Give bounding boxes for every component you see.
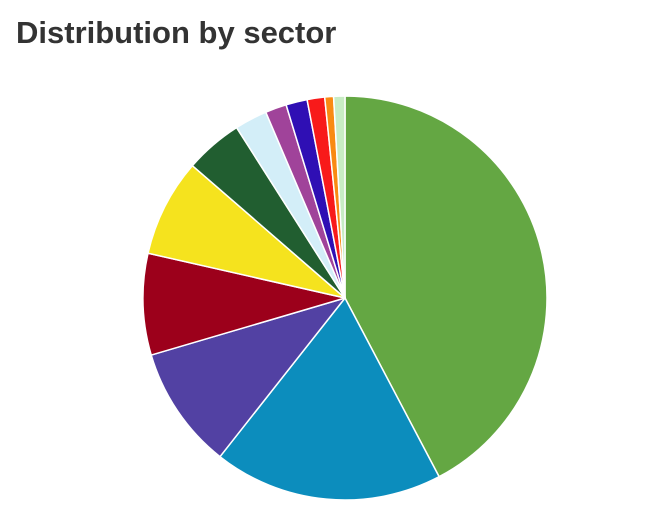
pie-slice bbox=[142, 252, 346, 356]
pie-slice bbox=[147, 164, 346, 299]
pie-slice bbox=[150, 297, 346, 458]
pie-slice bbox=[219, 297, 440, 501]
pie-slice bbox=[332, 95, 346, 299]
chart-title: Distribution by sector bbox=[16, 15, 336, 50]
pie-slice bbox=[344, 95, 548, 478]
